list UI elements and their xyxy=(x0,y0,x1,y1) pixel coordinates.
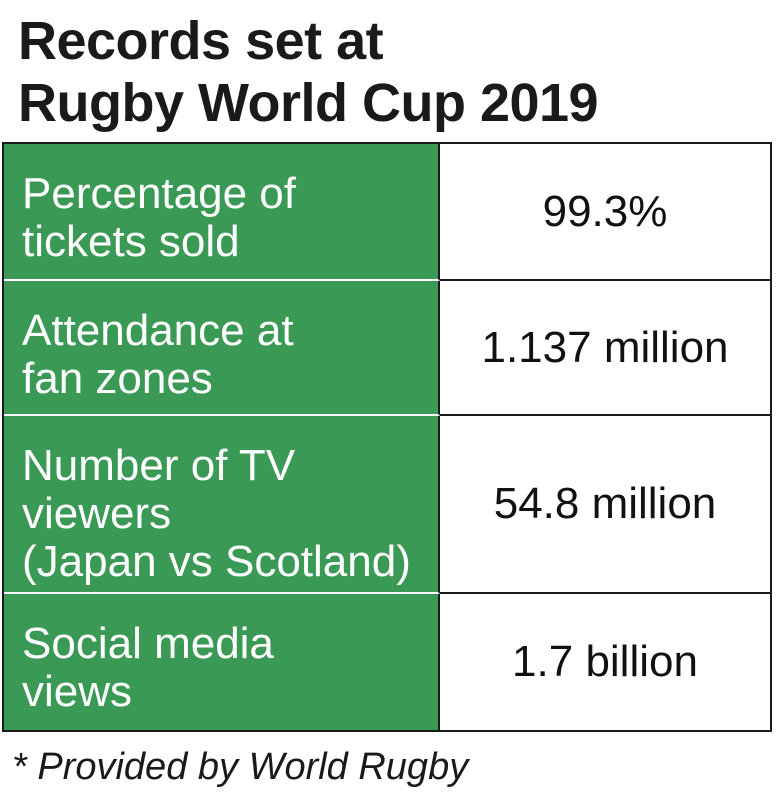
title-line-1: Records set at xyxy=(18,11,384,71)
row-value-social-media: 1.7 billion xyxy=(512,637,698,686)
records-table: Percentage of tickets sold 99.3% Attenda… xyxy=(2,142,772,732)
row-value-tv-viewers: 54.8 million xyxy=(440,416,770,594)
label-line: Social media xyxy=(22,619,274,668)
label-line: views xyxy=(22,667,133,716)
row-value-fan-zones: 1.137 million xyxy=(440,281,770,416)
label-line: (Japan vs Scotland) xyxy=(22,537,411,586)
label-line: fan zones xyxy=(22,354,213,403)
row-label-tv-viewers: Number of TV viewers (Japan vs Scotland) xyxy=(4,416,440,594)
title-line-2: Rugby World Cup 2019 xyxy=(18,73,599,133)
label-line: viewers xyxy=(22,489,172,538)
label-line: Number of TV xyxy=(22,441,296,490)
row-label-tickets: Percentage of tickets sold xyxy=(4,144,440,281)
source-footnote: * Provided by World Rugby xyxy=(12,746,469,788)
label-line: Attendance at xyxy=(22,306,294,355)
page-title: Records set at Rugby World Cup 2019 xyxy=(18,10,758,134)
row-value-tickets: 99.3% xyxy=(440,144,770,281)
label-line: tickets sold xyxy=(22,217,240,266)
row-label-fan-zones: Attendance at fan zones xyxy=(4,281,440,416)
label-line: Percentage of xyxy=(22,169,296,218)
row-label-social-media: Social media views xyxy=(4,594,440,730)
